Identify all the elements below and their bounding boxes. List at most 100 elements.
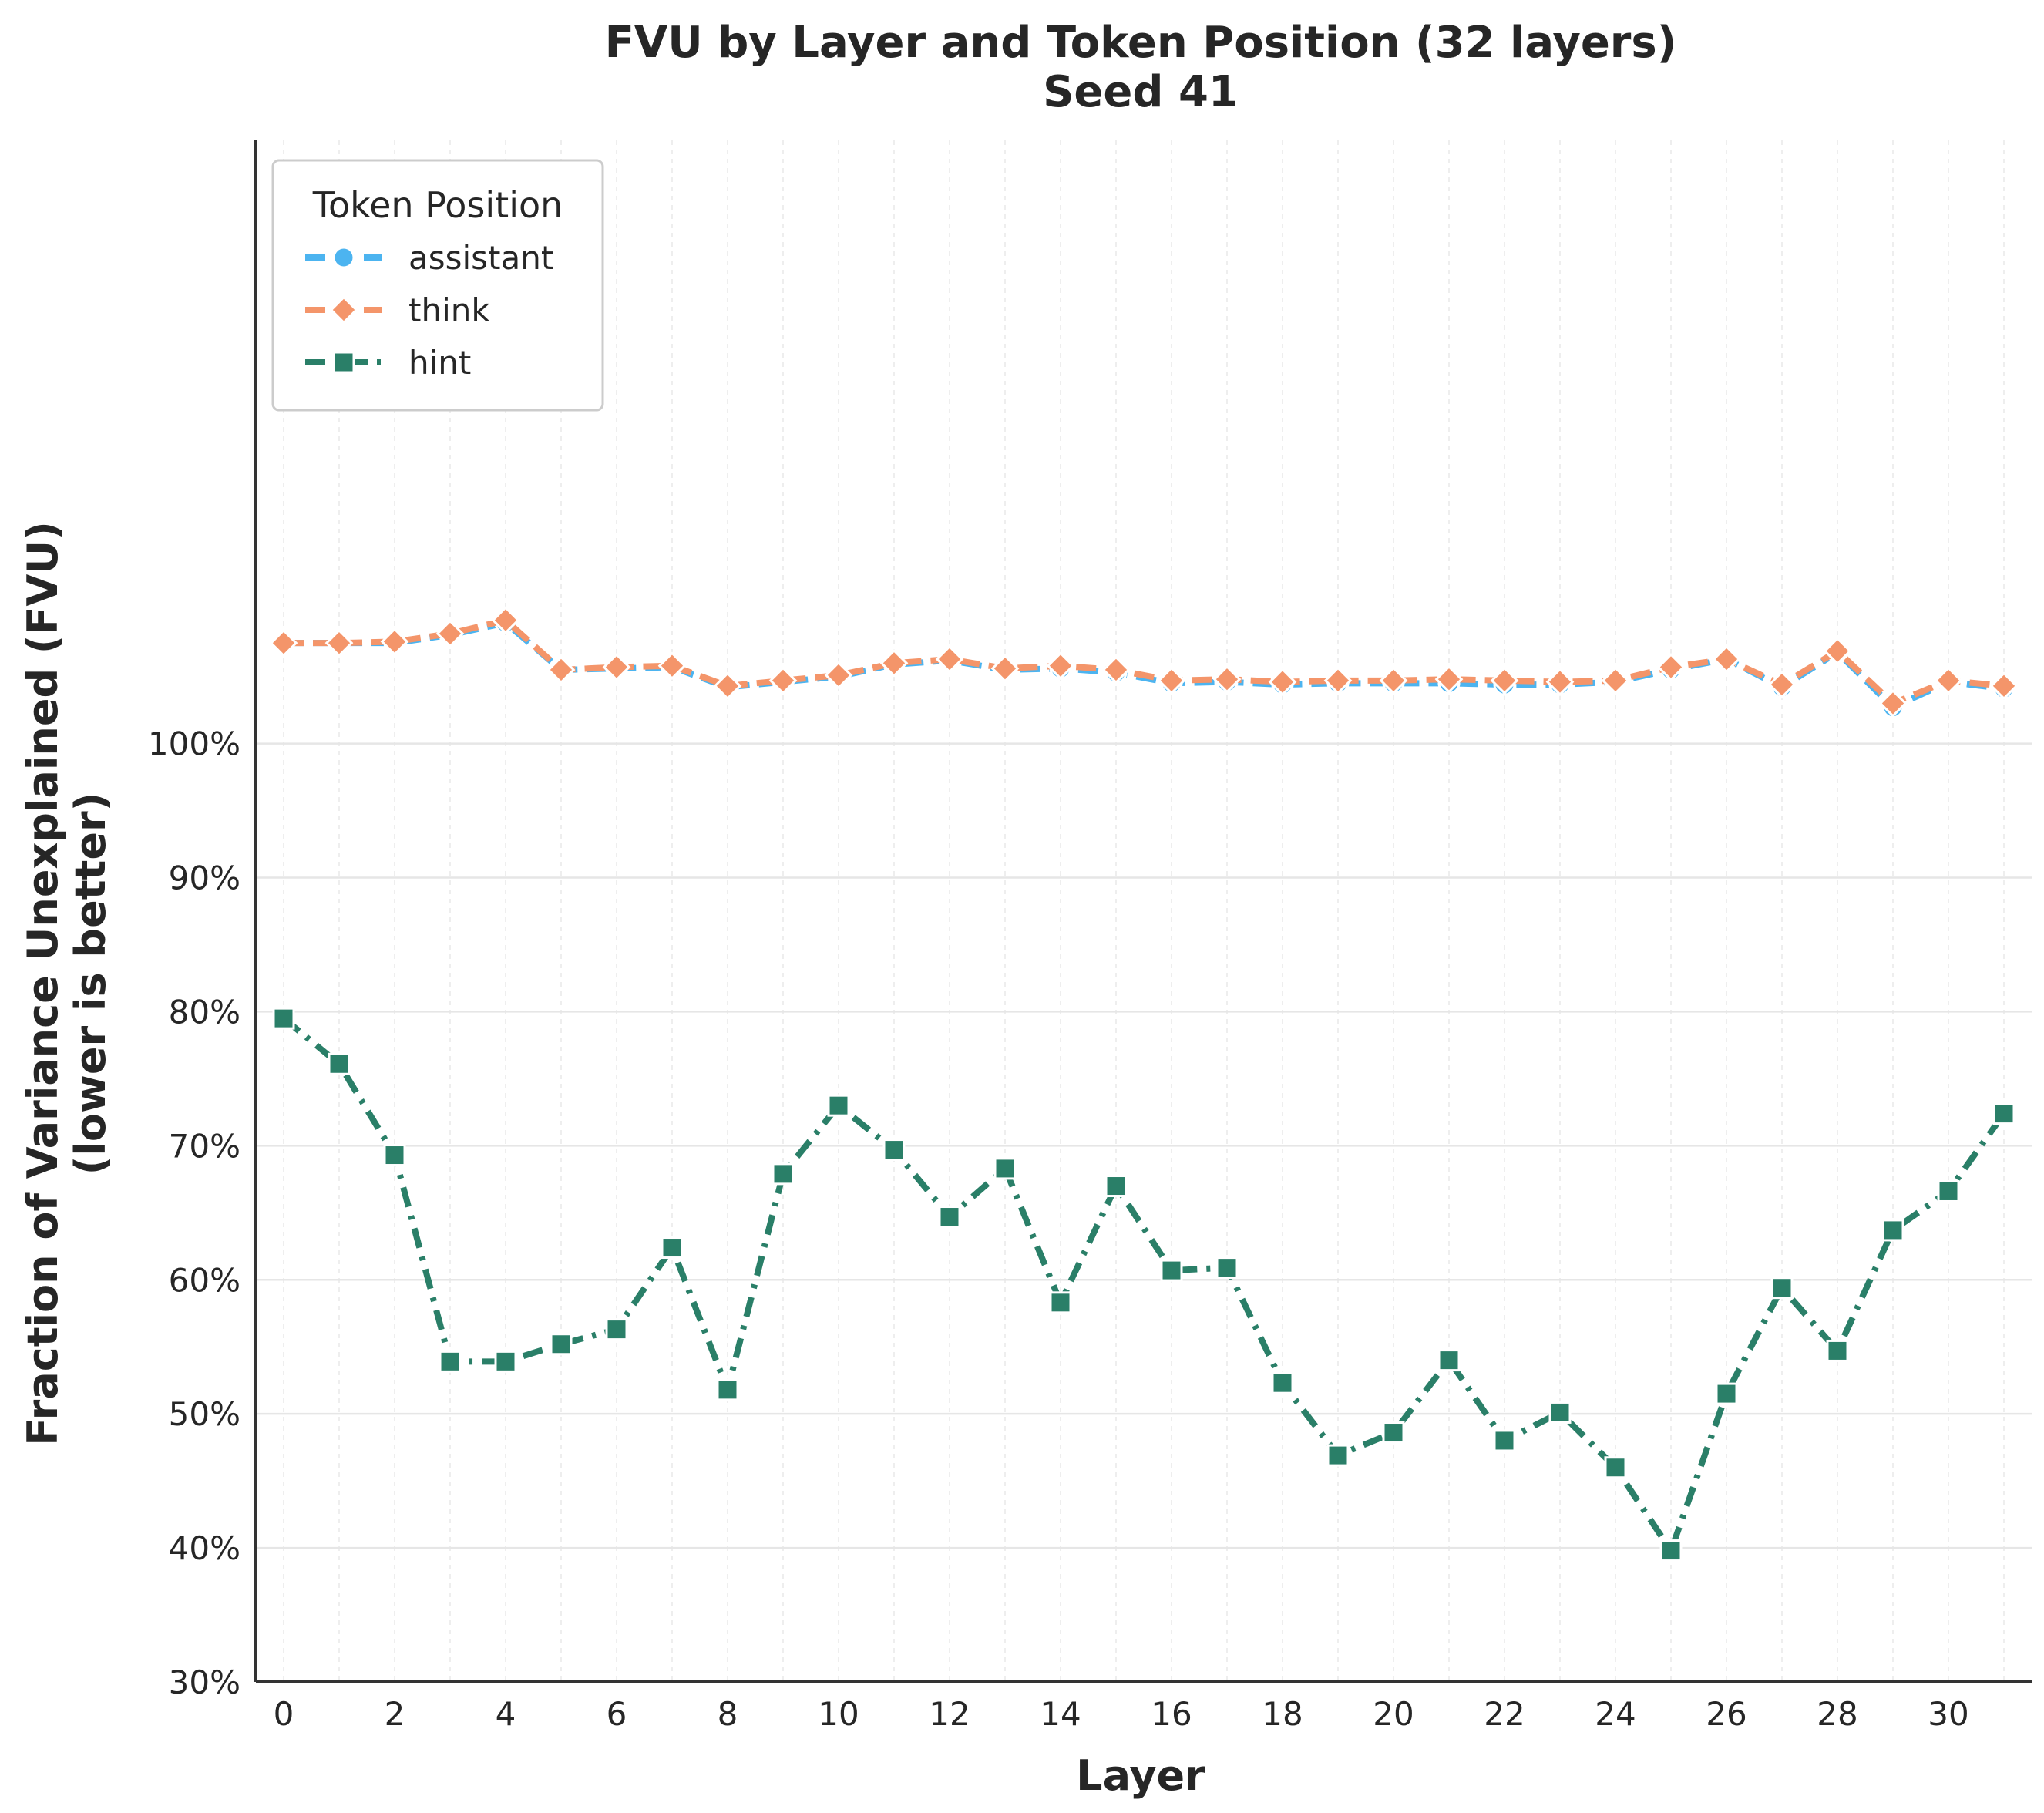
hint-point [550,1333,573,1356]
x-tick-label: 16 [1151,1695,1192,1733]
y-axis-label-line2: (lower is better) [66,792,115,1176]
think-point [657,651,687,681]
hint-point [1104,1175,1128,1198]
chart-subtitle: Seed 41 [1043,67,1239,117]
x-tick-label: 18 [1262,1695,1303,1733]
y-tick-label: 30% [169,1663,240,1701]
think-point [491,606,520,634]
legend-box [271,159,604,412]
hint-point [1049,1291,1072,1314]
hint-point [1604,1456,1627,1479]
hint-line [281,1016,2007,1554]
think-point [1490,666,1519,695]
y-tick-label: 50% [169,1395,240,1433]
think-point [1046,651,1075,681]
think-point [1379,666,1408,695]
hint-point [882,1139,906,1162]
hint-point [1326,1444,1350,1467]
hint-point [1937,1179,1960,1202]
hint-point [605,1318,628,1341]
y-tick-label: 80% [169,993,240,1031]
y-tick-label: 100% [148,725,240,763]
y-tick-label: 60% [169,1261,240,1299]
think-point [1712,644,1741,674]
hint-point [1715,1382,1738,1405]
think-point [1101,655,1131,684]
hint-point [938,1206,961,1229]
think-point [269,628,298,658]
hint-point [993,1157,1017,1180]
series-assistant [272,611,2015,719]
think-line [284,617,2005,707]
series-lines [269,606,2019,1562]
hint-point [772,1162,795,1186]
hint-point [1659,1539,1683,1562]
x-tick-label: 14 [1040,1695,1081,1733]
legend-title: Token Position [312,184,563,226]
legend-label-think: think [408,291,490,329]
hint-point [383,1144,406,1167]
x-tick-label: 24 [1595,1695,1636,1733]
think-point [1989,671,2019,701]
think-point [1767,670,1797,699]
think-point [380,627,409,656]
think-point [1934,666,1963,695]
think-point [1212,664,1242,694]
x-tick-label: 6 [607,1695,627,1733]
x-tick-label: 20 [1373,1695,1414,1733]
think-point [1601,666,1630,695]
x-tick-label: 22 [1484,1695,1525,1733]
hint-point [827,1094,850,1117]
x-tick-label: 10 [818,1695,859,1733]
hint-point [1881,1219,1904,1242]
x-axis-label: Layer [1076,1751,1205,1800]
think-point [824,661,853,690]
hint-point [1382,1421,1405,1445]
x-tick-label: 26 [1706,1695,1746,1733]
series-think [269,606,2019,718]
think-point [1268,668,1297,696]
think-point [324,628,354,658]
think-point [935,644,964,674]
think-point [768,666,798,695]
hint-point [1770,1276,1794,1300]
think-point [1656,653,1686,681]
hint-point [661,1236,684,1260]
think-point [546,655,576,684]
y-tick-label: 70% [169,1127,240,1165]
axes [254,140,2032,1684]
x-tick-label: 2 [385,1695,405,1733]
think-point [1434,664,1464,694]
tick-labels: 0 2 4 6 8 10 12 14 16 18 20 22 24 26 28 3030%40%50%60%7… [148,725,1969,1733]
think-point [990,654,1020,683]
hint-point [1271,1371,1294,1394]
y-axis-label: Fraction of Variance Unexplained (FVU) [18,521,67,1446]
hint-point [1992,1102,2015,1125]
hint-point [1493,1429,1516,1452]
chart-title: FVU by Layer and Token Position (32 laye… [605,18,1677,68]
think-point [713,671,742,701]
think-point [1323,666,1353,695]
think-point [1878,689,1908,718]
x-tick-label: 12 [929,1695,970,1733]
think-point [879,648,909,678]
legend-label-hint: hint [408,344,471,382]
hint-point [1826,1339,1849,1362]
think-point [602,653,631,681]
hint-point [328,1052,351,1075]
hint-point [716,1378,739,1401]
y-tick-label: 90% [169,859,240,897]
legend-marker-think [329,295,358,325]
think-point [1545,668,1575,696]
y-tick-label: 40% [169,1529,240,1567]
think-point [435,619,465,648]
legend-label-assistant: assistant [408,239,553,277]
x-tick-label: 8 [718,1695,738,1733]
x-tick-label: 4 [496,1695,516,1733]
hint-point [1437,1349,1461,1372]
think-point [1823,637,1852,665]
hint-point [272,1007,295,1030]
hint-point [1215,1256,1239,1280]
